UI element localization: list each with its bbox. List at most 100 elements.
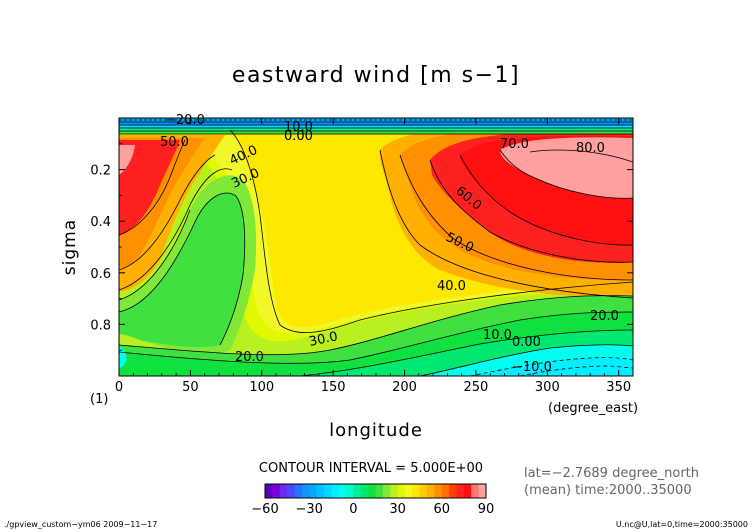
contour-line: [379, 149, 633, 299]
colorbar-swatch: [309, 484, 317, 498]
contour-line: [119, 192, 246, 346]
y-tick-label: 0.6: [90, 267, 111, 282]
colorbar-swatch: [323, 484, 332, 498]
colorbar-swatch: [441, 484, 450, 498]
y-tick-label: 0.4: [90, 215, 111, 230]
colorbar-swatch: [316, 484, 325, 498]
region-top-band-3: [119, 125, 633, 128]
y-axis-label: sigma: [60, 219, 80, 275]
x-tick-label: 0: [115, 380, 123, 395]
colorbar-swatch: [419, 484, 428, 498]
colorbar-swatch: [412, 484, 420, 498]
x-tick-label: 300: [535, 380, 560, 395]
contour-label: 20.0: [590, 309, 619, 324]
contour-line: [429, 159, 633, 263]
contour-line: [419, 344, 633, 376]
x-axis-unit: (degree_east): [548, 401, 638, 416]
colorbar-tick-label: 0: [349, 502, 357, 517]
contour-label: 20.0: [235, 350, 264, 365]
colorbar-swatch: [360, 484, 369, 498]
contour-label: 50.0: [160, 135, 189, 150]
contour-line: [299, 329, 633, 376]
colorbar-swatch: [265, 484, 273, 498]
info-line-2: (mean) time:2000..35000: [524, 483, 692, 498]
contour-line: [119, 168, 233, 291]
contour-label: −10.0: [512, 360, 552, 375]
contour-line: [399, 154, 633, 281]
contour-line: [499, 149, 633, 199]
colorbar-swatch: [471, 484, 479, 498]
footer-left: ./gpview_custom−ym06 2009−11−17: [4, 520, 157, 529]
region-top-band-2: [119, 122, 633, 125]
region-top-band-4: [119, 128, 633, 131]
region-left-pink: [119, 145, 135, 175]
contour-lines: [119, 119, 633, 376]
colorbar-swatch: [456, 484, 465, 498]
colorbar-swatch: [368, 484, 376, 498]
colorbar-frame: [264, 483, 487, 499]
colorbar-tick-label: −60: [251, 502, 278, 517]
x-axis: 0 50 100 150 200 250 300 350: [115, 118, 631, 395]
contour-line: [119, 139, 186, 236]
filled-contours: [119, 118, 633, 376]
contour-label: 10.0: [483, 328, 512, 343]
contour-line: [529, 149, 633, 163]
colorbar-swatch: [434, 484, 443, 498]
colorbar-swatch: [301, 484, 310, 498]
colorbar-tick-label: −30: [295, 502, 322, 517]
contour-label: 80.0: [576, 141, 605, 156]
colorbar-tick-label: 30: [389, 502, 406, 517]
colorbar-swatch: [463, 484, 472, 498]
region-top-band-5: [119, 131, 633, 134]
colorbar: −60 −30 0 30 60 90: [251, 483, 494, 517]
colorbar-swatch: [478, 484, 487, 498]
y-tick-label: 0.8: [90, 318, 111, 333]
colorbar-swatch: [338, 484, 347, 498]
colorbar-swatch: [404, 484, 413, 498]
colorbar-swatch: [449, 484, 457, 498]
colorbar-swatch: [427, 484, 435, 498]
contour-line: [519, 365, 633, 376]
colorbar-swatch: [279, 484, 288, 498]
x-tick-label: 100: [249, 380, 274, 395]
region-pink-right: [500, 137, 633, 199]
contour-label: 40.0: [437, 279, 466, 294]
contour-label: 0.00: [284, 129, 313, 144]
y-axis: 0.2 0.4 0.6 0.8: [90, 143, 633, 351]
x-tick-label: 50: [182, 380, 199, 395]
chart-title: eastward wind [m s−1]: [232, 63, 520, 88]
contour-line: [229, 129, 633, 333]
colorbar-swatch: [375, 484, 384, 498]
contour-label: 0.00: [512, 335, 541, 350]
colorbar-swatch: [382, 484, 391, 498]
contour-line: [119, 209, 191, 301]
colorbar-swatch: [390, 484, 398, 498]
contour-label: 30.0: [308, 329, 339, 350]
contour-label: 10.0: [284, 120, 313, 135]
x-tick-label: 350: [606, 380, 631, 395]
contour-label: −20.0: [165, 113, 205, 128]
colorbar-swatch: [353, 484, 362, 498]
region-left-cyan: [119, 345, 127, 368]
contour-line: [119, 295, 633, 356]
contour-line: [119, 311, 633, 364]
contour-line: [469, 357, 633, 376]
contour-label: 70.0: [500, 137, 529, 152]
x-axis-label: longitude: [329, 420, 423, 441]
x-tick-label: 250: [464, 380, 489, 395]
contour-interval-text: CONTOUR INTERVAL = 5.000E+00: [259, 461, 483, 476]
x-tick-label: 150: [321, 380, 346, 395]
y-tick-label: 0.2: [90, 164, 111, 179]
x-tick-label: 200: [392, 380, 417, 395]
contour-line: [119, 154, 216, 271]
region-bottom-cyan2: [470, 357, 633, 376]
colorbar-swatch: [346, 484, 354, 498]
colorbar-swatch: [287, 484, 295, 498]
colorbar-swatch: [294, 484, 303, 498]
colorbar-tick-label: 60: [434, 502, 451, 517]
colorbar-swatch: [331, 484, 339, 498]
y-axis-suffix: (1): [90, 392, 108, 407]
contour-line: [459, 154, 633, 246]
region-left-red: [119, 140, 180, 235]
